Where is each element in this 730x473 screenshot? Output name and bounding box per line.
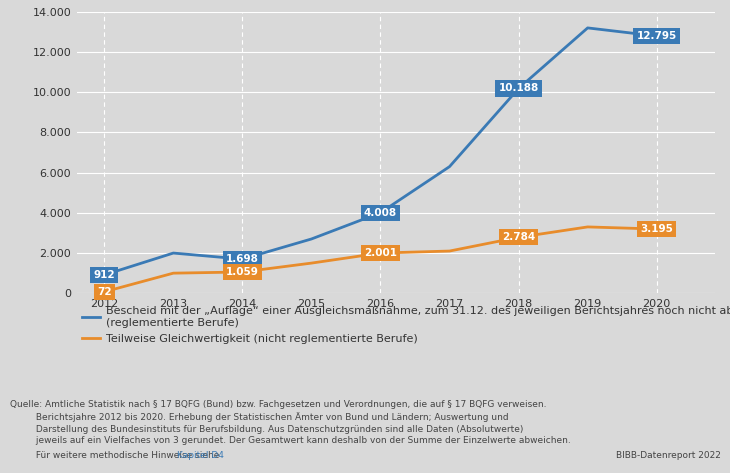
Text: Kapitel D4: Kapitel D4 xyxy=(177,451,223,460)
Text: 10.188: 10.188 xyxy=(499,83,539,94)
Legend: Bescheid mit der „Auflage“ einer Ausgleichsmaßnahme, zum 31.12. des jeweiligen B: Bescheid mit der „Auflage“ einer Ausglei… xyxy=(82,306,730,343)
Text: BIBB-Datenreport 2022: BIBB-Datenreport 2022 xyxy=(616,451,721,460)
Text: 2.001: 2.001 xyxy=(364,248,397,258)
Text: Quelle: Amtliche Statistik nach § 17 BQFG (Bund) bzw. Fachgesetzen und Verordnun: Quelle: Amtliche Statistik nach § 17 BQF… xyxy=(10,400,571,445)
Text: 4.008: 4.008 xyxy=(364,208,397,218)
Text: 1.059: 1.059 xyxy=(226,267,259,277)
Text: 3.195: 3.195 xyxy=(640,224,673,234)
Text: 912: 912 xyxy=(93,270,115,280)
Text: 72: 72 xyxy=(97,287,112,297)
Text: 1.698: 1.698 xyxy=(226,254,259,264)
Text: Für weitere methodische Hinweise siehe: Für weitere methodische Hinweise siehe xyxy=(10,451,223,460)
Text: 12.795: 12.795 xyxy=(637,31,677,41)
Text: 2.784: 2.784 xyxy=(502,232,535,242)
